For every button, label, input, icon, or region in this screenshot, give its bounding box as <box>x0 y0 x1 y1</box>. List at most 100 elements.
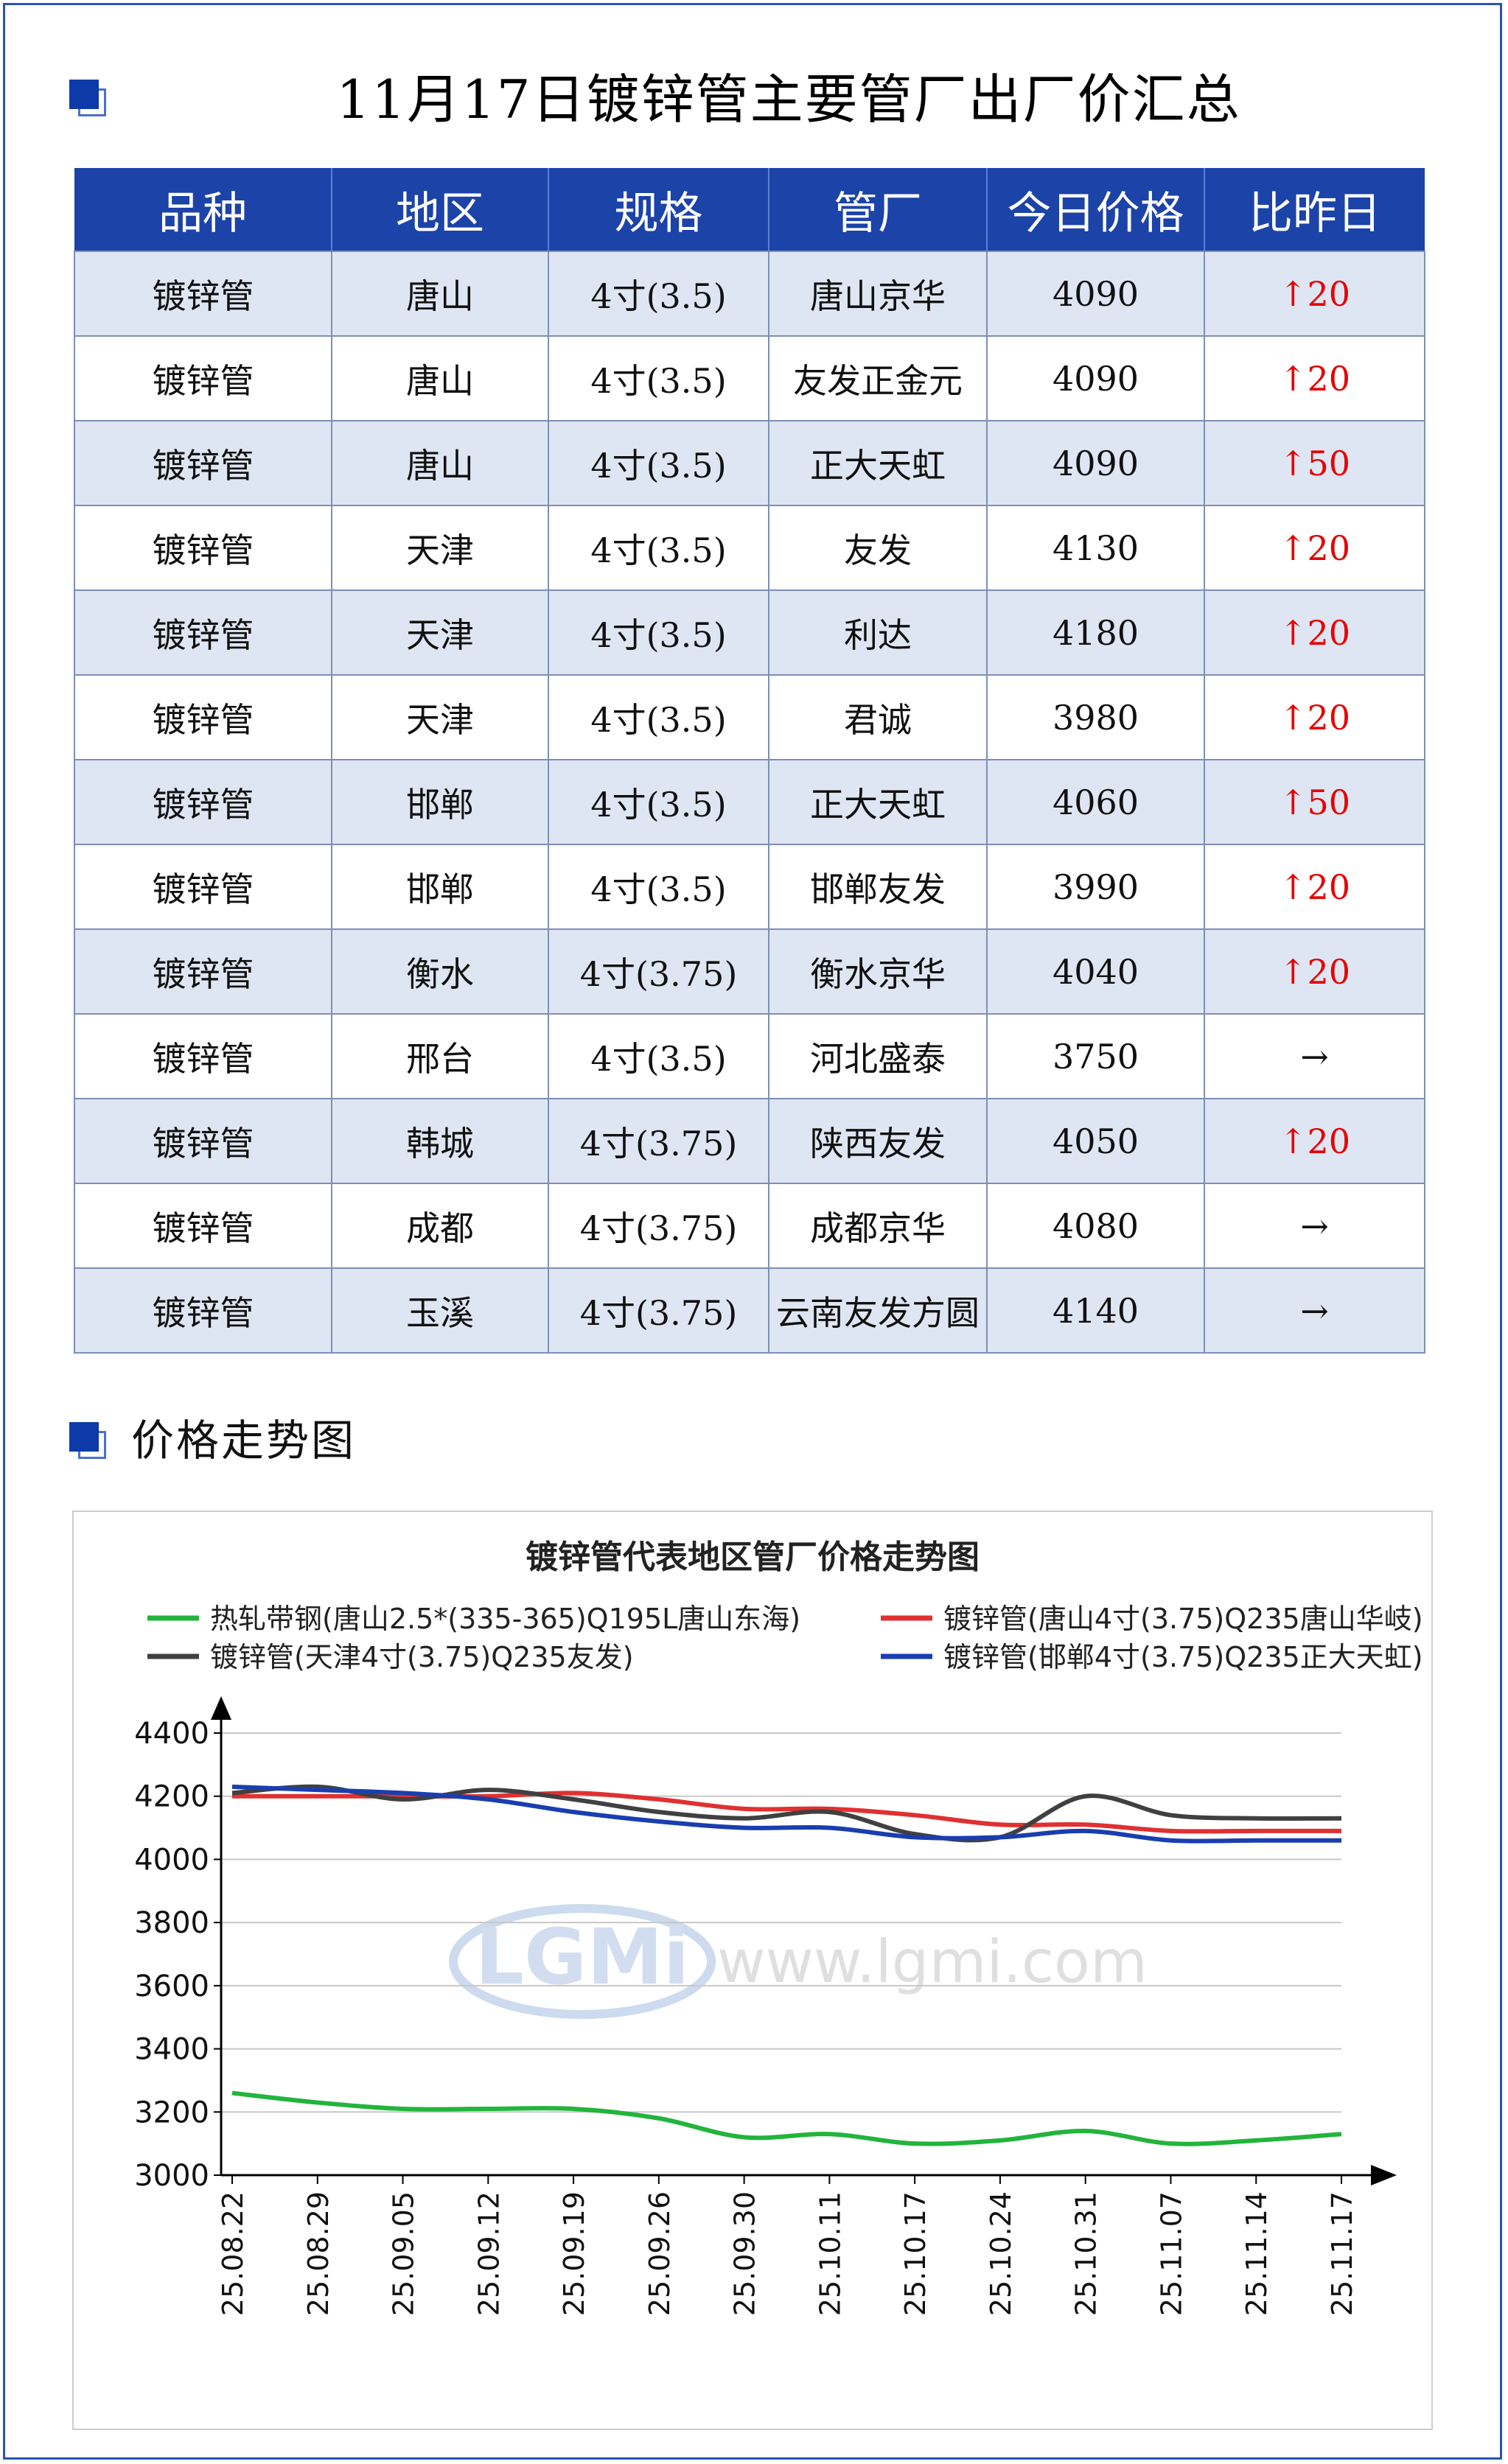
cell-spec: 4寸(3.5) <box>548 759 769 845</box>
legend-label: 镀锌管(邯郸4寸(3.75)Q235正大天虹) <box>943 1641 1423 1673</box>
table-row: 镀锌管 唐山 4寸(3.5) 正大天虹 4090 ↑50 <box>74 420 1425 506</box>
cell-spec: 4寸(3.5) <box>548 589 769 676</box>
cell-region: 邯郸 <box>331 844 549 930</box>
arrow-up-icon: ↑ <box>1278 528 1308 568</box>
y-tick-label: 3000 <box>134 2159 209 2193</box>
cell-change: ↑50 <box>1204 420 1425 506</box>
cell-spec: 4寸(3.75) <box>548 1267 769 1354</box>
section-square-icon <box>69 1422 106 1459</box>
cell-mill: 河北盛泰 <box>768 1013 988 1099</box>
x-tick-label: 25.10.17 <box>899 2191 932 2316</box>
x-tick-label: 25.08.22 <box>217 2191 249 2316</box>
cell-price: 4130 <box>986 505 1205 591</box>
x-tick-label: 25.08.29 <box>302 2191 335 2316</box>
cell-product: 镀锌管 <box>74 589 332 676</box>
cell-spec: 4寸(3.5) <box>548 1013 769 1099</box>
x-tick-label: 25.09.05 <box>388 2191 420 2316</box>
arrow-right-icon: → <box>1300 1205 1329 1246</box>
section-title: 价格走势图 <box>131 1415 357 1466</box>
cell-spec: 4寸(3.5) <box>548 505 769 591</box>
cell-mill: 友发 <box>768 505 988 591</box>
cell-mill: 正大天虹 <box>768 420 988 506</box>
arrow-right-icon: → <box>1300 1290 1329 1331</box>
cell-price: 4090 <box>986 251 1205 337</box>
x-axis-ticks: 25.08.22 25.08.29 25.09.05 25.09.12 25.09.19… <box>217 2175 1358 2316</box>
change-value: 50 <box>1307 443 1351 483</box>
change-value: 20 <box>1307 951 1351 992</box>
cell-change: → <box>1204 1013 1425 1099</box>
x-tick-label: 25.11.17 <box>1326 2191 1358 2316</box>
cell-region: 天津 <box>331 505 549 591</box>
cell-product: 镀锌管 <box>74 505 332 591</box>
table-row: 镀锌管 邯郸 4寸(3.5) 邯郸友发 3990 ↑20 <box>74 844 1425 930</box>
table-row: 镀锌管 天津 4寸(3.5) 利达 4180 ↑20 <box>74 589 1425 676</box>
cell-product: 镀锌管 <box>74 251 332 337</box>
y-tick-label: 3800 <box>134 1906 209 1940</box>
cell-product: 镀锌管 <box>74 674 332 760</box>
x-axis-arrow-icon <box>1371 2165 1397 2185</box>
cell-change: → <box>1204 1267 1425 1354</box>
cell-change: ↑20 <box>1204 844 1425 930</box>
cell-change: ↑20 <box>1204 589 1425 676</box>
cell-spec: 4寸(3.5) <box>548 674 769 760</box>
cell-product: 镀锌管 <box>74 1098 332 1184</box>
chart-axes <box>211 1696 1397 2185</box>
cell-change: ↑20 <box>1204 1098 1425 1184</box>
arrow-up-icon: ↑ <box>1278 443 1308 483</box>
cell-region: 唐山 <box>331 251 549 337</box>
arrow-up-icon: ↑ <box>1278 951 1308 992</box>
cell-change: ↑50 <box>1204 759 1425 845</box>
legend-label: 镀锌管(天津4寸(3.75)Q235友发) <box>210 1641 634 1673</box>
table-row: 镀锌管 唐山 4寸(3.5) 友发正金元 4090 ↑20 <box>74 335 1425 421</box>
legend-label: 热轧带钢(唐山2.5*(335-365)Q195L唐山东海) <box>210 1603 800 1635</box>
change-value: 50 <box>1307 782 1351 822</box>
column-header-price: 今日价格 <box>987 168 1205 251</box>
cell-region: 天津 <box>331 589 549 676</box>
cell-change: → <box>1204 1183 1425 1269</box>
table-header-row: 品种 地区 规格 管厂 今日价格 比昨日 <box>74 168 1425 251</box>
x-tick-label: 25.09.30 <box>729 2191 761 2316</box>
cell-region: 韩城 <box>331 1098 549 1184</box>
cell-region: 天津 <box>331 674 549 760</box>
arrow-up-icon: ↑ <box>1278 867 1308 907</box>
table-row: 镀锌管 天津 4寸(3.5) 君诚 3980 ↑20 <box>74 674 1425 760</box>
column-header-mill: 管厂 <box>769 168 988 251</box>
cell-region: 唐山 <box>331 420 549 506</box>
arrow-up-icon: ↑ <box>1278 1121 1308 1161</box>
x-tick-label: 25.09.19 <box>558 2191 590 2316</box>
change-value: 20 <box>1307 1121 1351 1161</box>
table-row: 镀锌管 唐山 4寸(3.5) 唐山京华 4090 ↑20 <box>74 251 1425 337</box>
arrow-up-icon: ↑ <box>1278 273 1308 314</box>
cell-price: 4180 <box>986 589 1205 676</box>
cell-product: 镀锌管 <box>74 759 332 845</box>
watermark: LGMi www.lgmi.com <box>449 1904 1148 2019</box>
cell-mill: 云南友发方圆 <box>768 1267 988 1354</box>
cell-mill: 成都京华 <box>768 1183 988 1269</box>
arrow-up-icon: ↑ <box>1278 782 1308 822</box>
price-trend-chart: 镀锌管代表地区管厂价格走势图 热轧带钢(唐山2.5*(335-365)Q195L… <box>134 1539 1423 2316</box>
cell-price: 3990 <box>986 844 1205 930</box>
watermark-logo-ring <box>449 1904 716 2019</box>
cell-region: 邯郸 <box>331 759 549 845</box>
column-header-product: 品种 <box>74 168 332 251</box>
table-row: 镀锌管 玉溪 4寸(3.75) 云南友发方圆 4140 → <box>74 1267 1425 1354</box>
legend-label: 镀锌管(唐山4寸(3.75)Q235唐山华岐) <box>943 1603 1423 1635</box>
change-value: 20 <box>1307 867 1351 907</box>
y-tick-label: 3600 <box>134 1970 209 2003</box>
chart-title: 镀锌管代表地区管厂价格走势图 <box>526 1539 980 1576</box>
column-header-region: 地区 <box>332 168 549 251</box>
y-tick-label: 3200 <box>134 2096 209 2129</box>
cell-change: ↑20 <box>1204 251 1425 337</box>
watermark-logo: LGMi <box>475 1912 690 2002</box>
y-tick-label: 3400 <box>134 2033 209 2067</box>
arrow-right-icon: → <box>1300 1036 1329 1077</box>
column-header-change: 比昨日 <box>1204 168 1425 251</box>
x-tick-label: 25.11.14 <box>1240 2191 1273 2316</box>
x-tick-label: 25.09.26 <box>643 2191 676 2316</box>
header-square-icon <box>69 80 106 116</box>
change-value: 20 <box>1307 358 1351 399</box>
cell-mill: 邯郸友发 <box>768 844 988 930</box>
series-line-1 <box>231 1791 1341 1834</box>
page-title: 11月17日镀锌管主要管厂出厂价汇总 <box>336 69 1241 130</box>
change-value: 20 <box>1307 273 1351 314</box>
